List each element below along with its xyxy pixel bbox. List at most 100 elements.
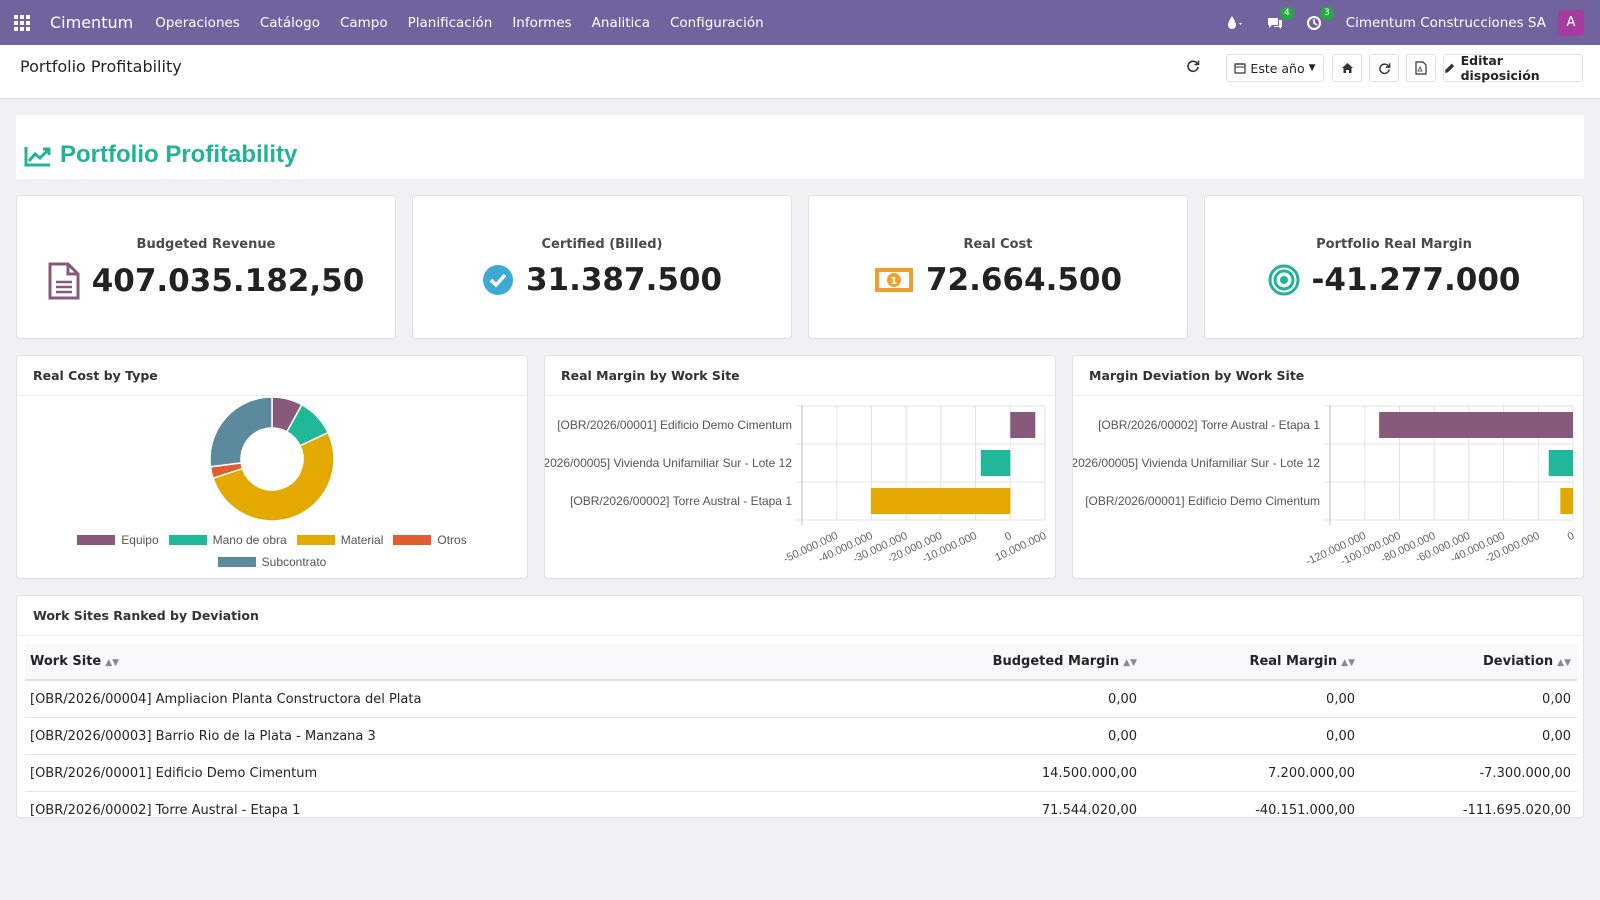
- legend-item[interactable]: Otros: [393, 533, 467, 547]
- pdf-icon: [1415, 61, 1427, 75]
- kpi-real-cost: Real Cost 1 72.664.500: [808, 195, 1188, 339]
- category-label: [OBR/2026/00001] Edificio Demo Cimentum: [557, 418, 792, 432]
- edit-layout-label: Editar disposición: [1460, 53, 1540, 83]
- reload-icon: [1378, 62, 1390, 74]
- margin-deviation-bar-chart[interactable]: [OBR/2026/00002] Torre Austral - Etapa 1…: [1073, 396, 1583, 579]
- bar[interactable]: [1548, 450, 1573, 476]
- donut-slice-subcontrato[interactable]: [209, 396, 273, 468]
- legend-label: Material: [340, 533, 384, 547]
- legend-item[interactable]: Equipo: [77, 533, 159, 547]
- donut-chart[interactable]: [17, 396, 527, 536]
- cell-budgeted-margin: 0,00: [1108, 691, 1137, 707]
- table-row[interactable]: [OBR/2026/00003] Barrio Rio de la Plata …: [25, 718, 1577, 755]
- bar[interactable]: [980, 450, 1011, 476]
- cell-budgeted-margin: 71.544.020,00: [1041, 802, 1137, 818]
- tick-label: 0: [1566, 530, 1577, 543]
- check-circle-icon: [482, 265, 513, 295]
- activities-icon[interactable]: 3: [1306, 6, 1334, 31]
- legend-swatch: [217, 557, 256, 567]
- cell-work-site: [OBR/2026/00002] Torre Austral - Etapa 1: [30, 802, 301, 818]
- column-header-real-margin[interactable]: Real Margin ▲▼: [1249, 654, 1355, 669]
- legend-item[interactable]: Subcontrato: [217, 555, 327, 569]
- home-button[interactable]: [1332, 54, 1362, 82]
- top-navbar: Cimentum Operaciones Catálogo Campo Plan…: [0, 0, 1600, 45]
- svg-text:1: 1: [890, 276, 897, 287]
- brand-name[interactable]: Cimentum: [50, 13, 134, 32]
- real-margin-bar-chart[interactable]: [OBR/2026/00001] Edificio Demo Cimentum […: [545, 396, 1055, 579]
- table-header-row: Work Site ▲▼ Budgeted Margin ▲▼ Real Margi…: [25, 644, 1577, 681]
- bar[interactable]: [1379, 412, 1573, 438]
- cell-budgeted-margin: 14.500.000,00: [1041, 765, 1137, 781]
- refresh-icon[interactable]: [1186, 59, 1200, 77]
- legend-label: Subcontrato: [261, 555, 327, 569]
- sort-icon[interactable]: ▲▼: [1123, 658, 1137, 668]
- cell-real-margin: 0,00: [1326, 728, 1355, 744]
- sort-icon[interactable]: ▲▼: [1557, 658, 1571, 668]
- control-panel: Portfolio Profitability Este año ▼ Edita…: [0, 45, 1600, 99]
- calendar-icon: [1234, 63, 1247, 74]
- real-margin-by-work-site-card: Real Margin by Work Site [OBR/2026/00001…: [544, 355, 1056, 579]
- table-row[interactable]: [OBR/2026/00004] Ampliacion Planta Const…: [25, 681, 1577, 718]
- category-label: [OBR/2026/00005] Vivienda Unifamiliar Su…: [545, 456, 792, 470]
- kpi-certified-billed: Certified (Billed) 31.387.500: [412, 195, 792, 339]
- margin-deviation-by-work-site-card: Margin Deviation by Work Site [OBR/2026/…: [1072, 355, 1584, 579]
- messages-badge: 4: [1280, 6, 1294, 20]
- document-icon: [48, 262, 80, 300]
- card-title: Real Cost by Type: [17, 356, 527, 396]
- messages-icon[interactable]: 4: [1266, 6, 1294, 31]
- sort-icon[interactable]: ▲▼: [1341, 658, 1355, 668]
- column-header-deviation[interactable]: Deviation ▲▼: [1482, 654, 1571, 669]
- column-header-budgeted-margin[interactable]: Budgeted Margin ▲▼: [992, 654, 1137, 669]
- bar[interactable]: [870, 488, 1011, 514]
- legend-item[interactable]: Material: [296, 533, 384, 547]
- drop-icon[interactable]: [1226, 15, 1244, 31]
- donut-slice-material[interactable]: [212, 431, 335, 522]
- kpi-value: 407.035.182,50: [91, 263, 365, 299]
- menu-planificacion[interactable]: Planificación: [407, 14, 493, 31]
- legend-swatch: [168, 535, 207, 545]
- category-label: [OBR/2026/00001] Edificio Demo Cimentum: [1085, 494, 1320, 508]
- donut-legend-row-2: Subcontrato: [17, 555, 527, 569]
- column-header-work-site[interactable]: Work Site ▲▼: [30, 654, 120, 669]
- menu-operaciones[interactable]: Operaciones: [155, 14, 240, 31]
- card-title: Margin Deviation by Work Site: [1073, 356, 1583, 396]
- menu-campo[interactable]: Campo: [339, 14, 388, 31]
- card-title: Real Margin by Work Site: [545, 356, 1055, 396]
- company-switcher[interactable]: Cimentum Construcciones SA: [1345, 14, 1546, 31]
- menu-informes[interactable]: Informes: [512, 14, 572, 31]
- category-label: [OBR/2026/00002] Torre Austral - Etapa 1: [570, 494, 792, 508]
- category-label: [OBR/2026/00005] Vivienda Unifamiliar Su…: [1073, 456, 1320, 470]
- caret-down-icon: ▼: [1308, 63, 1316, 73]
- sort-icon[interactable]: ▲▼: [105, 658, 120, 668]
- kpi-label: Real Cost: [963, 237, 1033, 252]
- kpi-label: Certified (Billed): [541, 237, 663, 252]
- menu-configuracion[interactable]: Configuración: [669, 14, 764, 31]
- work-sites-ranked-card: Work Sites Ranked by Deviation Work Site…: [16, 595, 1584, 818]
- tick-label: 10.000.000: [993, 530, 1048, 564]
- pencil-icon: [1444, 63, 1455, 73]
- user-avatar[interactable]: A: [1558, 9, 1584, 36]
- period-label: Este año: [1250, 60, 1305, 76]
- home-icon: [1341, 63, 1353, 73]
- edit-layout-button[interactable]: Editar disposición: [1443, 53, 1583, 83]
- legend-label: Otros: [437, 533, 467, 547]
- kpi-portfolio-real-margin: Portfolio Real Margin -41.277.000: [1204, 195, 1584, 339]
- cell-work-site: [OBR/2026/00004] Ampliacion Planta Const…: [30, 691, 422, 707]
- kpi-label: Budgeted Revenue: [136, 237, 276, 252]
- period-dropdown[interactable]: Este año ▼: [1226, 54, 1324, 82]
- bar[interactable]: [1010, 412, 1036, 438]
- reload-button[interactable]: [1369, 54, 1399, 82]
- export-pdf-button[interactable]: [1406, 54, 1436, 82]
- donut-legend: Equipo Mano de obra Material Otros: [17, 533, 527, 547]
- menu-analitica[interactable]: Analitica: [591, 14, 650, 31]
- table-row[interactable]: [OBR/2026/00002] Torre Austral - Etapa 1…: [25, 792, 1577, 818]
- cell-work-site: [OBR/2026/00003] Barrio Rio de la Plata …: [30, 728, 376, 744]
- table-row[interactable]: [OBR/2026/00001] Edificio Demo Cimentum …: [25, 755, 1577, 792]
- activities-badge: 3: [1320, 6, 1334, 20]
- app-menu-icon[interactable]: [0, 0, 44, 45]
- work-sites-table: Work Site ▲▼ Budgeted Margin ▲▼ Real Margi…: [25, 644, 1577, 818]
- menu-catalogo[interactable]: Catálogo: [259, 14, 320, 31]
- dashboard-title: Portfolio Profitability: [60, 141, 298, 168]
- legend-item[interactable]: Mano de obra: [168, 533, 287, 547]
- bar[interactable]: [1560, 488, 1573, 514]
